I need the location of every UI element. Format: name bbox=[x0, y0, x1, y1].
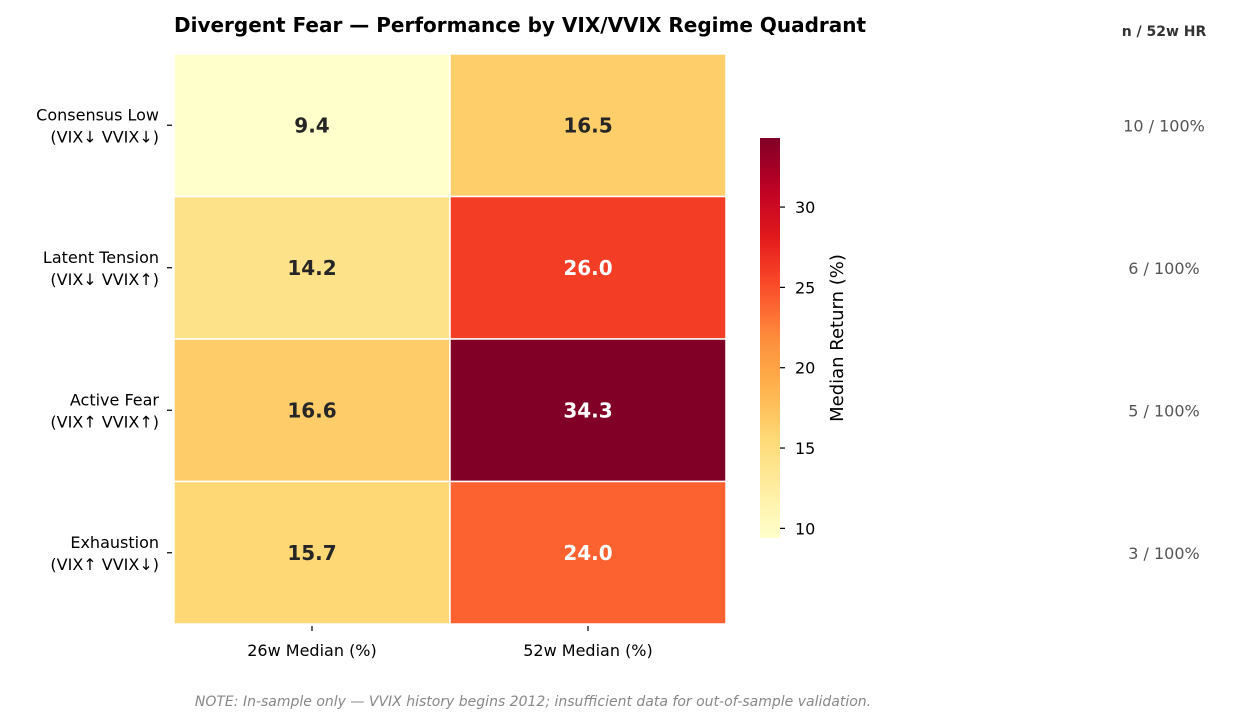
side-table-value: 6 / 100% bbox=[1128, 259, 1199, 278]
cell-value-label: 9.4 bbox=[294, 113, 329, 137]
colorbar-gradient bbox=[760, 138, 780, 538]
column-labels: 26w Median (%) 52w Median (%) bbox=[247, 626, 653, 660]
side-table-header: n / 52w HR bbox=[1122, 24, 1207, 40]
row-labels: Consensus Low (VIX↓ VVIX↓) Latent Tension (… bbox=[36, 105, 172, 574]
heatmap-cell bbox=[173, 53, 451, 198]
cell-value-label: 16.5 bbox=[563, 113, 612, 137]
row-label-line: (VIX↓ VVIX↓) bbox=[50, 127, 159, 146]
row-label: Latent Tension (VIX↓ VVIX↑) bbox=[43, 248, 159, 289]
side-table-value: 10 / 100% bbox=[1123, 116, 1205, 135]
colorbar: 10 15 20 25 30 Median Return (%) bbox=[760, 138, 848, 538]
heatmap-cells: 9.4 16.5 14.2 26.0 16.6 34.3 15.7 24.0 bbox=[173, 53, 727, 625]
heatmap-cell bbox=[173, 195, 451, 340]
side-table-value: 3 / 100% bbox=[1128, 544, 1199, 563]
chart-title: Divergent Fear — Performance by VIX/VVIX… bbox=[174, 13, 867, 37]
colorbar-tick-label: 30 bbox=[795, 198, 815, 217]
row-label-line: Exhaustion bbox=[70, 533, 159, 552]
heatmap-cell bbox=[449, 480, 727, 625]
row-label-line: Consensus Low bbox=[36, 105, 159, 124]
cell-value-label: 24.0 bbox=[563, 541, 612, 565]
footnote: NOTE: In-sample only — VVIX history begi… bbox=[195, 694, 871, 710]
row-label: Active Fear (VIX↑ VVIX↑) bbox=[50, 390, 159, 431]
colorbar-tick-label: 15 bbox=[795, 439, 815, 458]
column-label: 26w Median (%) bbox=[247, 641, 377, 660]
side-table-value: 5 / 100% bbox=[1128, 401, 1199, 420]
heatmap-cell bbox=[449, 195, 727, 340]
cell-value-label: 15.7 bbox=[287, 541, 336, 565]
cell-value-label: 26.0 bbox=[563, 256, 612, 280]
cell-value-label: 14.2 bbox=[287, 256, 336, 280]
heatmap-cell bbox=[449, 338, 727, 483]
cell-value-label: 16.6 bbox=[287, 398, 336, 422]
cell-value-label: 34.3 bbox=[563, 398, 612, 422]
side-table-values: 10 / 100% 6 / 100% 5 / 100% 3 / 100% bbox=[1123, 116, 1205, 563]
row-label: Consensus Low (VIX↓ VVIX↓) bbox=[36, 105, 159, 146]
colorbar-tick-label: 25 bbox=[795, 278, 815, 297]
column-label: 52w Median (%) bbox=[523, 641, 653, 660]
row-label: Exhaustion (VIX↑ VVIX↓) bbox=[50, 533, 159, 574]
row-label-line: Active Fear bbox=[70, 390, 160, 409]
colorbar-tick-label: 10 bbox=[795, 519, 815, 538]
row-label-line: (VIX↑ VVIX↑) bbox=[50, 412, 159, 431]
row-label-line: (VIX↓ VVIX↑) bbox=[50, 270, 159, 289]
heatmap-cell bbox=[173, 338, 451, 483]
row-label-line: (VIX↑ VVIX↓) bbox=[50, 555, 159, 574]
heatmap-cell bbox=[449, 53, 727, 198]
colorbar-tick-label: 20 bbox=[795, 359, 815, 378]
colorbar-label: Median Return (%) bbox=[827, 254, 848, 422]
heatmap-cell bbox=[173, 480, 451, 625]
row-label-line: Latent Tension bbox=[43, 248, 159, 267]
